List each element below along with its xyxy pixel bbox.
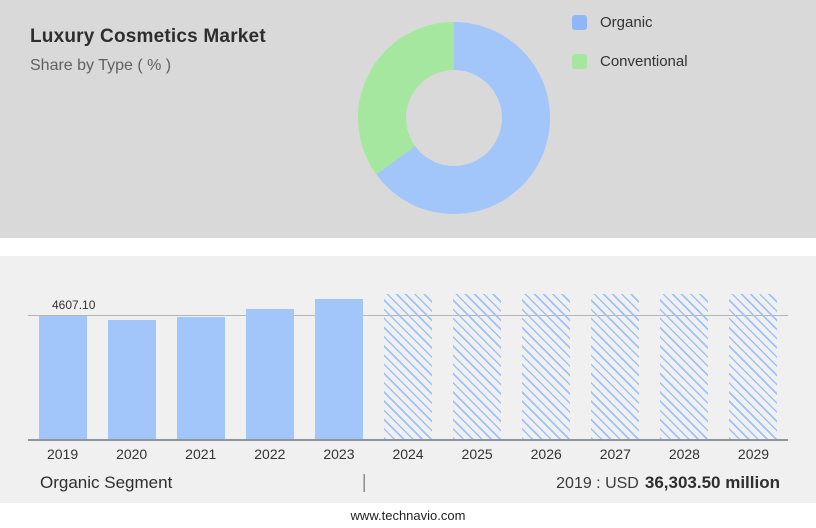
segment-label: Organic Segment (40, 473, 173, 492)
legend: Organic Conventional (572, 14, 688, 92)
bar-2021 (176, 316, 225, 439)
forecast-bar-2029 (729, 294, 778, 439)
x-tick-2021: 2021 (185, 446, 217, 462)
legend-item-organic: Organic (572, 14, 688, 31)
x-tick-2024: 2024 (392, 446, 424, 462)
forecast-bar-2028 (660, 294, 709, 439)
page-subtitle: Share by Type ( % ) (30, 57, 172, 74)
bar-column-2025 (443, 294, 512, 439)
donut-section: Luxury Cosmetics Market Share by Type ( … (0, 0, 816, 238)
bar-2020 (107, 320, 156, 439)
legend-swatch-organic (572, 15, 587, 30)
bar-column-2024 (373, 294, 442, 439)
forecast-bar-2027 (591, 294, 640, 439)
section-divider (0, 238, 816, 256)
bar-column-2028 (650, 294, 719, 439)
x-tick-2026: 2026 (530, 446, 562, 462)
bar-chart-section: 4607.10 2019 2020 2021 2022 2023 2024 2025 2026… (0, 256, 816, 469)
page-title: Luxury Cosmetics Market (30, 26, 266, 47)
bar-column-2026 (512, 294, 581, 439)
x-tick-2028: 2028 (668, 446, 700, 462)
x-tick-2029: 2029 (737, 446, 770, 462)
x-tick-2025: 2025 (461, 446, 493, 462)
caption-separator: | (361, 472, 367, 493)
header: Luxury Cosmetics Market Share by Type ( … (30, 26, 266, 75)
legend-label: Conventional (600, 53, 688, 70)
forecast-bar-2024 (384, 294, 433, 439)
x-tick-2020: 2020 (116, 446, 148, 462)
bar-column-2022 (235, 294, 304, 439)
forecast-bar-2025 (453, 294, 502, 439)
footer: www.technavio.com (0, 503, 816, 528)
caption-value-prefix: 2019 : USD (556, 475, 639, 492)
footer-url: www.technavio.com (350, 508, 466, 523)
x-axis-ticks: 2019 2020 2021 2022 2023 2024 2025 2026 2027 2028… (28, 441, 788, 467)
caption-row: Organic Segment | 2019 : USD 36,303.50 mi… (0, 469, 816, 503)
caption-value-bold: 36,303.50 million (644, 473, 780, 492)
donut-chart (358, 22, 550, 214)
bar-2023 (314, 298, 363, 439)
bar-column-2029 (719, 294, 788, 439)
bar-column-2023 (304, 294, 373, 439)
bars-row (28, 294, 788, 439)
bar-column-2019 (28, 294, 97, 439)
caption-value: 2019 : USD 36,303.50 million (556, 473, 780, 493)
bar-column-2020 (97, 294, 166, 439)
x-tick-2023: 2023 (323, 446, 355, 462)
x-tick-2019: 2019 (46, 446, 79, 462)
bar-chart-plot: 4607.10 (28, 294, 788, 441)
legend-label: Organic (600, 14, 653, 31)
bar-value-label: 4607.10 (52, 297, 96, 312)
bar-2022 (245, 309, 294, 439)
legend-swatch-conventional (572, 54, 587, 69)
x-tick-2022: 2022 (254, 446, 286, 462)
legend-item-conventional: Conventional (572, 53, 688, 70)
bar-column-2021 (166, 294, 235, 439)
bar-column-2027 (581, 294, 650, 439)
x-tick-2027: 2027 (599, 446, 631, 462)
bar-2019 (38, 315, 87, 439)
donut-hole (406, 70, 502, 166)
forecast-bar-2026 (522, 294, 571, 439)
